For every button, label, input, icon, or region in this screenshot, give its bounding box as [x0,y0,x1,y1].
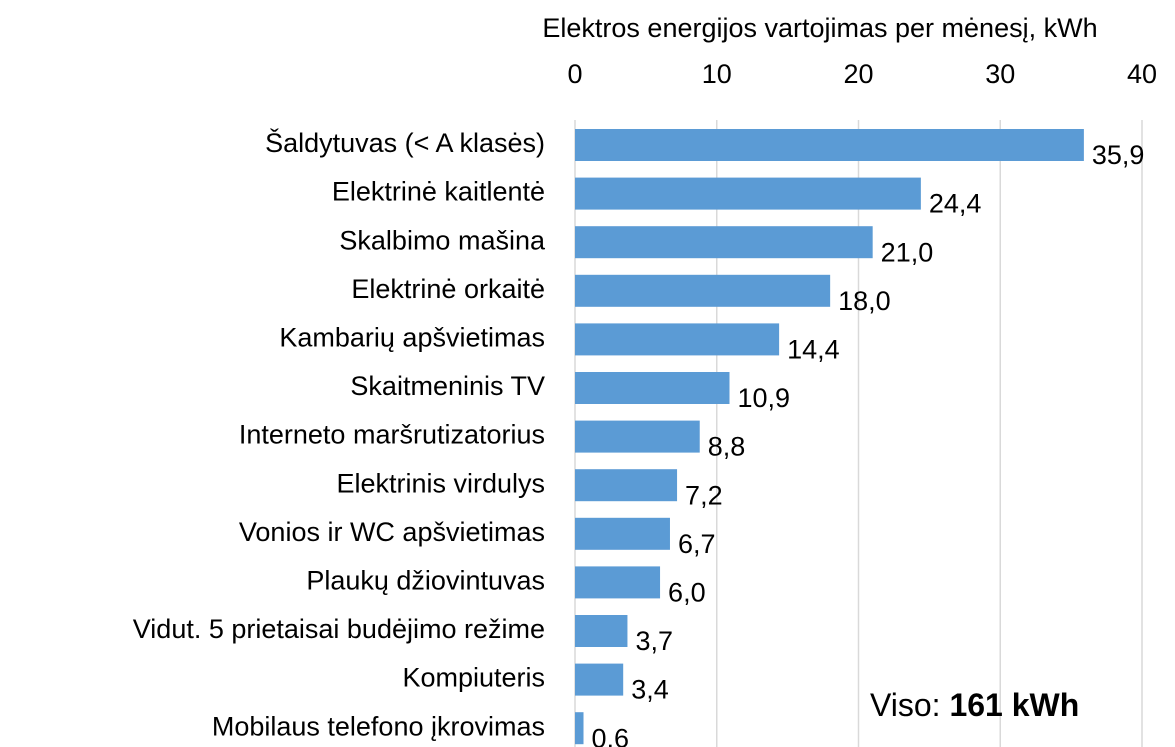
bar [575,663,624,696]
bar [575,129,1084,161]
data-label: 3,7 [635,626,673,656]
bar [575,372,730,404]
y-tick-label: Šaldytuvas (< A klasės) [265,127,545,158]
annotation-label: Viso: [870,687,941,723]
data-label: 14,4 [787,335,840,365]
data-label: 8,8 [708,432,746,462]
bar [575,517,670,550]
data-label: 6,0 [668,578,706,608]
data-label: 7,2 [685,480,723,510]
bar [575,566,661,599]
x-tick-label: 20 [843,59,873,89]
data-label: 35,9 [1092,140,1145,170]
data-label: 6,7 [678,529,716,559]
bar [575,615,628,647]
bar [575,420,700,453]
x-axis-title: Elektros energijos vartojimas per mėnesį… [542,13,1097,43]
x-tick-label: 40 [1127,59,1157,89]
data-label: 21,0 [881,237,934,267]
y-tick-label: Kambarių apšvietimas [279,323,545,353]
x-tick-label: 0 [567,59,582,89]
x-tick-label: 30 [985,59,1015,89]
y-tick-label: Vidut. 5 prietaisai budėjimo režime [133,614,545,644]
bar [575,274,831,307]
y-tick-label: Skaitmeninis TV [350,371,545,401]
data-label: 0,6 [592,723,630,747]
y-tick-label: Mobilaus telefono įkrovimas [212,711,545,741]
data-label: 24,4 [929,189,982,219]
bar [575,226,873,259]
y-tick-label: Skalbimo mašina [339,225,546,255]
bar [575,712,584,745]
y-tick-label: Elektrinė kaitlentė [332,177,545,207]
data-label: 18,0 [838,286,891,316]
data-label: 10,9 [738,383,791,413]
y-tick-label: Elektrinis virdulys [336,468,545,498]
bar [575,177,921,210]
y-tick-label: Elektrinė orkaitė [351,274,545,304]
bar [575,469,678,502]
annotation: Viso: 161 kWh [870,687,1079,723]
y-tick-label: Vonios ir WC apšvietimas [239,517,545,547]
annotation-value: 161 kWh [949,687,1079,723]
y-tick-label: Interneto maršrutizatorius [239,420,545,450]
x-tick-label: 10 [702,59,732,89]
data-label: 3,4 [631,675,669,705]
bar [575,323,780,356]
y-tick-label: Kompiuteris [402,663,545,693]
y-tick-label: Plaukų džiovintuvas [306,566,545,596]
